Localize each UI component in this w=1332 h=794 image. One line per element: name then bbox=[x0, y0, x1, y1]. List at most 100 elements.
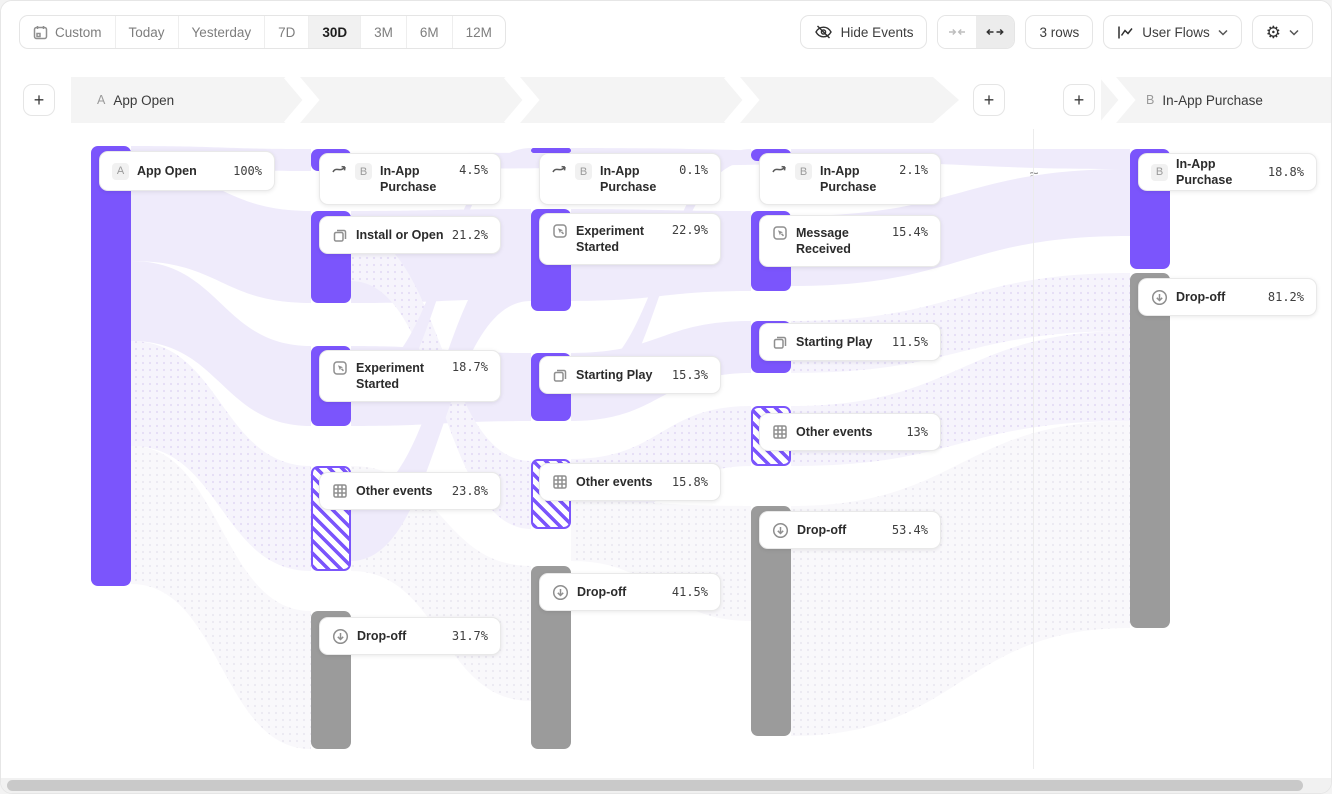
event-badge-b: B bbox=[795, 163, 812, 180]
node-percentage: 18.8% bbox=[1267, 165, 1304, 179]
eye-off-icon bbox=[814, 24, 833, 40]
node-label: Other events bbox=[796, 424, 873, 439]
pointer-icon bbox=[332, 360, 348, 376]
end-panel-divider bbox=[1033, 129, 1034, 769]
flow-node-drop-off[interactable]: Drop-off 31.7% bbox=[319, 617, 501, 655]
date-range-label: 7D bbox=[278, 24, 296, 40]
date-range-12m[interactable]: 12M bbox=[451, 16, 505, 48]
flow-node-message-received[interactable]: Message Received 15.4% bbox=[759, 215, 941, 267]
flow-node-drop-off[interactable]: Drop-off 81.2% bbox=[1138, 278, 1317, 316]
start-event-title: A App Open bbox=[97, 77, 174, 123]
node-percentage: 41.5% bbox=[671, 585, 708, 599]
arrows-expand-icon bbox=[986, 26, 1005, 38]
node-label: Experiment Started bbox=[356, 361, 425, 392]
squares-icon bbox=[772, 334, 788, 350]
skip-icon bbox=[332, 163, 347, 175]
date-range-6m[interactable]: 6M bbox=[405, 16, 452, 48]
node-label: Other events bbox=[356, 483, 433, 498]
date-range-label: 30D bbox=[322, 24, 348, 40]
flow-node-starting-play[interactable]: Starting Play 15.3% bbox=[539, 356, 721, 394]
expand-columns-button[interactable] bbox=[976, 16, 1015, 48]
date-range-label: Today bbox=[128, 24, 165, 40]
flow-node-other-events[interactable]: Other events 15.8% bbox=[539, 463, 721, 501]
flow-node-drop-off[interactable]: Drop-off 41.5% bbox=[539, 573, 721, 611]
add-step-end-button[interactable]: + bbox=[1063, 84, 1095, 116]
node-percentage: 15.8% bbox=[671, 475, 708, 489]
node-label: Starting Play bbox=[796, 334, 873, 349]
node-label: Message Received bbox=[796, 226, 851, 257]
flow-node-starting-play[interactable]: Starting Play 11.5% bbox=[759, 323, 941, 361]
end-event-band[interactable] bbox=[1101, 77, 1331, 123]
chevron-down-icon bbox=[1218, 29, 1228, 36]
date-range-30d[interactable]: 30D bbox=[308, 16, 361, 48]
flow-node-install-or-open[interactable]: Install or Open 21.2% bbox=[319, 216, 501, 254]
flow-node-other-events[interactable]: Other events 23.8% bbox=[319, 472, 501, 510]
date-range-3m[interactable]: 3M bbox=[360, 16, 406, 48]
flow-node-experiment-started[interactable]: Experiment Started 22.9% bbox=[539, 213, 721, 265]
flow-ribbon bbox=[131, 446, 311, 749]
flow-ribbon bbox=[351, 148, 531, 421]
flow-node-drop-off[interactable]: Drop-off 53.4% bbox=[759, 511, 941, 549]
add-step-before-end-button[interactable]: + bbox=[973, 84, 1005, 116]
path-header: + A App Open + ≈ + B In-App Purchase bbox=[1, 77, 1331, 201]
pointer-icon bbox=[552, 223, 568, 239]
end-event-title: B In-App Purchase bbox=[1146, 77, 1263, 123]
flow-node-experiment-started[interactable]: Experiment Started 18.7% bbox=[319, 350, 501, 402]
arrows-collapse-icon bbox=[948, 26, 966, 38]
settings-dropdown[interactable]: ⚙ bbox=[1251, 15, 1313, 49]
dropoff-icon bbox=[332, 628, 349, 645]
flow-node-in-app-purchase[interactable]: B In-App Purchase 4.5% bbox=[319, 153, 501, 205]
date-range-custom[interactable]: Custom bbox=[20, 16, 115, 48]
node-percentage: 4.5% bbox=[459, 163, 488, 177]
flow-node-in-app-purchase[interactable]: B In-App Purchase 2.1% bbox=[759, 153, 941, 205]
node-percentage: 31.7% bbox=[451, 629, 488, 643]
date-range-label: Custom bbox=[55, 24, 102, 40]
rows-button[interactable]: 3 rows bbox=[1025, 15, 1094, 49]
grid-icon bbox=[552, 474, 568, 490]
node-percentage: 23.8% bbox=[451, 484, 488, 498]
toolbar-right: Hide Events bbox=[799, 15, 1313, 49]
flow-bar-in-app-purchase[interactable] bbox=[531, 148, 571, 153]
skip-icon bbox=[552, 163, 567, 175]
node-label: Drop-off bbox=[357, 628, 407, 643]
event-badge-b: B bbox=[1146, 93, 1155, 107]
flow-node-in-app-purchase[interactable]: B In-App Purchase 0.1% bbox=[539, 153, 721, 205]
start-event-label: App Open bbox=[113, 92, 175, 108]
skip-icon bbox=[772, 163, 787, 175]
flow-node-in-app-purchase[interactable]: B In-App Purchase 18.8% bbox=[1138, 153, 1317, 191]
node-percentage: 18.7% bbox=[451, 360, 488, 374]
node-label: Other events bbox=[576, 474, 653, 489]
calendar-icon bbox=[33, 25, 48, 40]
node-label: Drop-off bbox=[1176, 289, 1226, 304]
start-event-band[interactable] bbox=[71, 77, 959, 123]
date-range-yesterday[interactable]: Yesterday bbox=[177, 16, 265, 48]
flow-ribbon bbox=[131, 261, 311, 426]
event-badge-a: A bbox=[97, 93, 106, 107]
grid-icon bbox=[772, 424, 788, 440]
add-step-start-button[interactable]: + bbox=[23, 84, 55, 116]
node-label: Experiment Started bbox=[576, 224, 645, 255]
flow-bar-app-open[interactable] bbox=[91, 146, 131, 586]
flow-node-other-events[interactable]: Other events 13% bbox=[759, 413, 941, 451]
squares-icon bbox=[332, 227, 348, 243]
node-label: Install or Open bbox=[356, 227, 444, 242]
node-percentage: 15.4% bbox=[891, 225, 928, 239]
flow-node-app-open[interactable]: A App Open 100% bbox=[99, 151, 275, 191]
node-label: Drop-off bbox=[577, 584, 627, 599]
date-range-7d[interactable]: 7D bbox=[264, 16, 308, 48]
toolbar: Custom Today Yesterday 7D 30D 3M 6M 12M Hide Ev… bbox=[1, 1, 1331, 63]
flow-ribbon bbox=[571, 149, 751, 421]
flow-bar-drop-off[interactable] bbox=[1130, 273, 1170, 628]
collapse-columns-button[interactable] bbox=[938, 16, 977, 48]
node-label: In-App Purchase bbox=[820, 164, 877, 195]
horizontal-scrollbar[interactable] bbox=[1, 778, 1331, 793]
event-badge-b: B bbox=[355, 163, 372, 180]
event-badge-b: B bbox=[1151, 163, 1168, 181]
date-range-today[interactable]: Today bbox=[114, 16, 178, 48]
view-type-dropdown[interactable]: User Flows bbox=[1103, 15, 1242, 49]
end-event-label: In-App Purchase bbox=[1162, 92, 1263, 108]
hide-events-button[interactable]: Hide Events bbox=[799, 15, 928, 49]
node-percentage: 100% bbox=[233, 164, 262, 178]
scrollbar-thumb[interactable] bbox=[7, 780, 1303, 791]
